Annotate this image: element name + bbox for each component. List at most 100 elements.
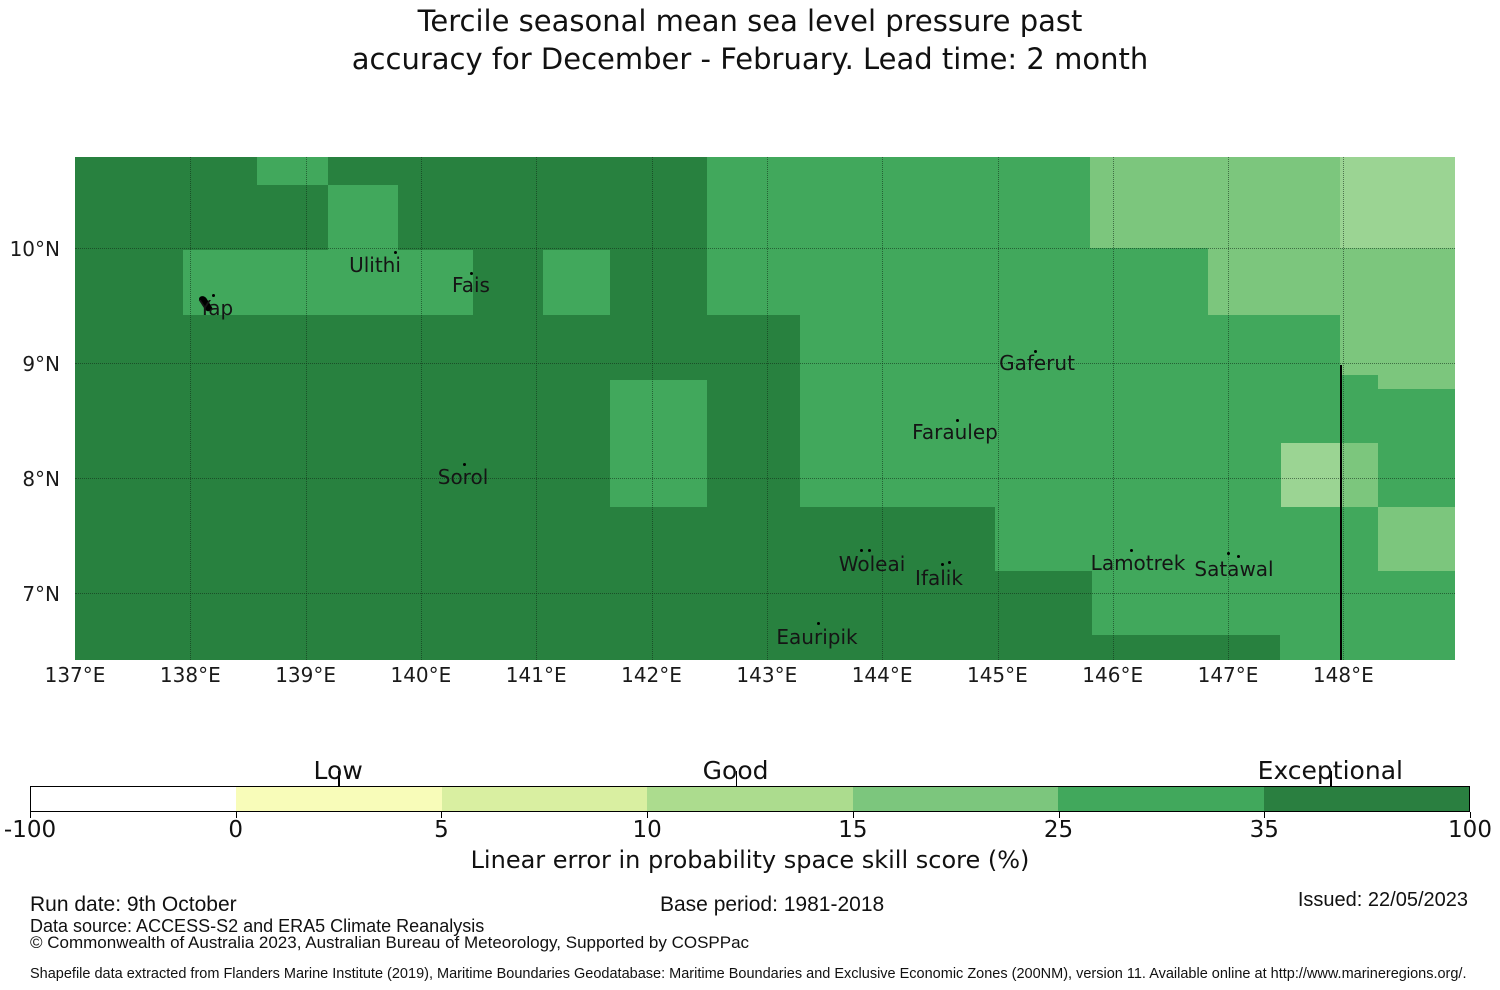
island-label: Ifalik: [915, 566, 963, 590]
colorbar-category-leader: [735, 771, 738, 786]
island-marker-dot: [956, 419, 959, 422]
gridline-meridian: [998, 157, 999, 660]
x-tick-label: 145°E: [966, 663, 1028, 687]
island-label: Woleai: [838, 552, 906, 576]
colorbar-tick-label: 35: [1249, 817, 1279, 843]
island-label: Gaferut: [999, 351, 1075, 375]
map-cell: [707, 157, 1090, 248]
colorbar-tick-label: 10: [632, 817, 662, 843]
map-cell: [1340, 157, 1455, 248]
gridline-parallel: [75, 248, 1455, 249]
colorbar-tick-label: 5: [434, 817, 449, 843]
colorbar-category-label: Low: [313, 756, 363, 785]
map-cell: [1281, 443, 1340, 507]
colorbar-tick: [1470, 812, 1471, 818]
map-cell: [328, 185, 398, 250]
gridline-parallel: [75, 363, 1455, 364]
gridline-meridian: [536, 157, 537, 660]
colorbar-axis-label: Linear error in probability space skill …: [470, 846, 1030, 874]
footer-base-period: Base period: 1981-2018: [660, 893, 885, 916]
footer-run-date: Run date: 9th October: [30, 893, 237, 916]
island-label: Eauripik: [776, 625, 858, 649]
island-marker-dot: [1034, 350, 1037, 353]
y-tick-label: 8°N: [22, 467, 60, 491]
chart-title: Tercile seasonal mean sea level pressure…: [0, 2, 1500, 78]
gridline-meridian: [882, 157, 883, 660]
island-marker-dot: [463, 463, 466, 466]
y-tick-label: 9°N: [22, 352, 60, 376]
colorbar-segment: [1263, 787, 1469, 811]
map-cell: [610, 380, 707, 507]
x-tick-label: 146°E: [1082, 663, 1144, 687]
x-tick-label: 139°E: [275, 663, 336, 687]
island-marker-dot: [948, 561, 951, 564]
colorbar-segment: [236, 787, 442, 811]
map-cell: [1340, 443, 1378, 507]
x-tick-label: 140°E: [390, 663, 452, 687]
island-label: Sorol: [437, 465, 489, 489]
chart-title-line1: Tercile seasonal mean sea level pressure…: [417, 4, 1083, 38]
island-marker-dot: [212, 294, 215, 297]
island-label: Ulithi: [349, 253, 401, 277]
x-tick-label: 138°E: [159, 663, 221, 687]
colorbar-tick-label: 100: [1448, 817, 1492, 843]
island-marker-dot: [817, 622, 820, 625]
colorbar-tick: [235, 812, 237, 818]
y-tick-label: 10°N: [9, 237, 60, 261]
x-tick-label: 141°E: [505, 663, 567, 687]
map-cell: [1280, 635, 1455, 660]
colorbar: [30, 786, 1470, 812]
colorbar-tick-label: 0: [228, 817, 244, 843]
footer-copyright: © Commonwealth of Australia 2023, Austra…: [30, 933, 750, 952]
island-marker-dot: [868, 549, 871, 552]
island-marker-dot: [1237, 555, 1240, 558]
colorbar-tick: [441, 812, 443, 818]
island-label: Faraulep: [912, 420, 998, 444]
x-tick-label: 142°E: [621, 663, 682, 687]
colorbar-tick: [30, 812, 31, 818]
map-cell: [257, 157, 328, 185]
map-cell: [1378, 507, 1455, 571]
map-cell: [1208, 248, 1455, 315]
map-cell: [1092, 571, 1455, 635]
x-tick-label: 144°E: [851, 663, 913, 687]
island-marker-dot: [1227, 552, 1230, 555]
gridline-parallel: [75, 593, 1455, 594]
colorbar-tick: [1264, 812, 1266, 818]
island-marker-dot: [470, 272, 473, 275]
footer-shapefile-attribution: Shapefile data extracted from Flanders M…: [30, 966, 1467, 982]
footer-issued-date: Issued: 22/05/2023: [1297, 889, 1468, 911]
x-tick-label: 148°E: [1312, 663, 1374, 687]
island-label: Lamotrek: [1090, 551, 1186, 575]
island-label: Yap: [198, 296, 234, 320]
colorbar-segment: [852, 787, 1059, 811]
footer-data-source: Data source: ACCESS-S2 and ERA5 Climate …: [30, 916, 485, 936]
map-cell: [707, 248, 1208, 315]
colorbar-segment: [647, 787, 853, 811]
gridline-meridian: [652, 157, 653, 660]
gridline-meridian: [767, 157, 768, 660]
gridline-meridian: [1343, 157, 1344, 660]
gridline-meridian: [190, 157, 191, 660]
y-tick-label: 7°N: [22, 582, 60, 606]
map-cell: [183, 250, 473, 315]
island-label: Satawal: [1194, 557, 1274, 581]
island-marker-dot: [1130, 549, 1133, 552]
colorbar-tick: [647, 812, 649, 818]
colorbar-tick-label: -100: [3, 817, 57, 843]
map-cell: [1378, 375, 1455, 389]
colorbar-category-leader: [338, 771, 340, 786]
colorbar-tick-label: 25: [1043, 817, 1074, 843]
colorbar-category-label: Good: [702, 756, 769, 785]
gridline-meridian: [421, 157, 422, 660]
gridline-meridian: [1113, 157, 1114, 660]
colorbar-tick: [1058, 812, 1060, 818]
island-label: Fais: [452, 273, 490, 297]
skill-map-plot-area: Yap Ulithi Fais Sorol Gaferut Faraulep Woleai I…: [75, 157, 1455, 660]
island-marker-dot: [860, 549, 863, 552]
x-tick-label: 147°E: [1197, 663, 1259, 687]
map-cell: [543, 250, 610, 315]
colorbar-category-leader: [1330, 771, 1332, 786]
gridline-meridian: [306, 157, 307, 660]
